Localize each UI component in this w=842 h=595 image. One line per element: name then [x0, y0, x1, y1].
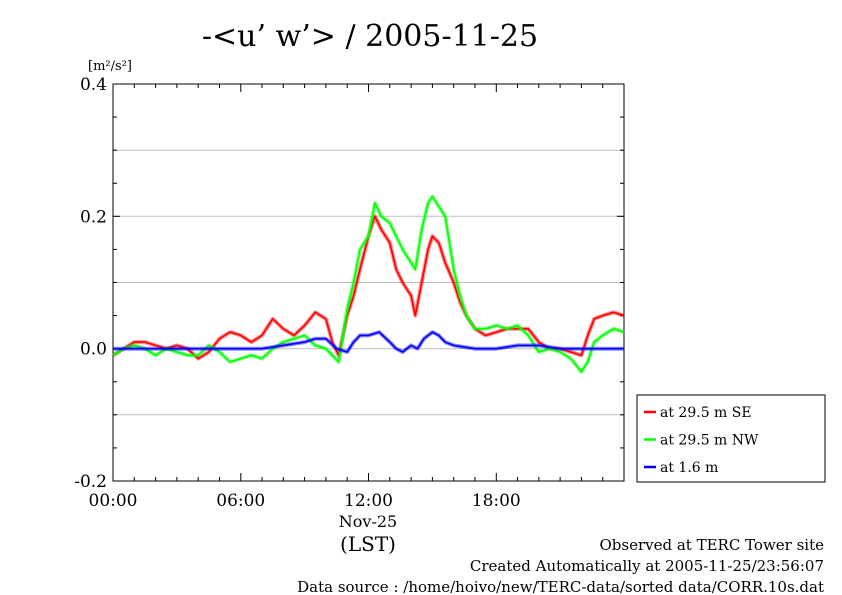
- legend: at 29.5 m SE at 29.5 m NW at 1.6 m: [637, 395, 825, 482]
- x-tick-label: 00:00: [89, 491, 138, 511]
- legend-label: at 29.5 m SE: [660, 405, 752, 421]
- series-lines: [113, 197, 624, 372]
- legend-label: at 29.5 m NW: [660, 433, 759, 449]
- y-tick-label: 0.0: [80, 340, 107, 360]
- y-axis-ticks: 0.4 0.2 0.0 -0.2: [74, 75, 624, 492]
- footer-observed: Observed at TERC Tower site: [599, 536, 824, 554]
- x-axis-date-label: Nov-25: [339, 512, 397, 531]
- y-tick-label: 0.4: [80, 75, 107, 95]
- chart-title: -<u’ w’> / 2005-11-25: [202, 19, 538, 54]
- y-axis-unit: [m²/s²]: [88, 59, 132, 74]
- x-axis-timezone-label: (LST): [340, 532, 396, 556]
- x-tick-label: 06:00: [216, 491, 265, 511]
- x-tick-label: 18:00: [472, 491, 521, 511]
- x-axis-ticks: 00:00 06:00 12:00 18:00: [89, 84, 625, 511]
- grid-lines: [113, 150, 624, 415]
- y-tick-label: -0.2: [74, 472, 107, 492]
- y-tick-label: 0.2: [80, 207, 107, 227]
- x-tick-label: 12:00: [344, 491, 393, 511]
- legend-label: at 1.6 m: [660, 460, 718, 476]
- footer-created: Created Automatically at 2005-11-25/23:5…: [470, 557, 824, 575]
- footer-source: Data source : /home/hoivo/new/TERC-data/…: [297, 578, 824, 595]
